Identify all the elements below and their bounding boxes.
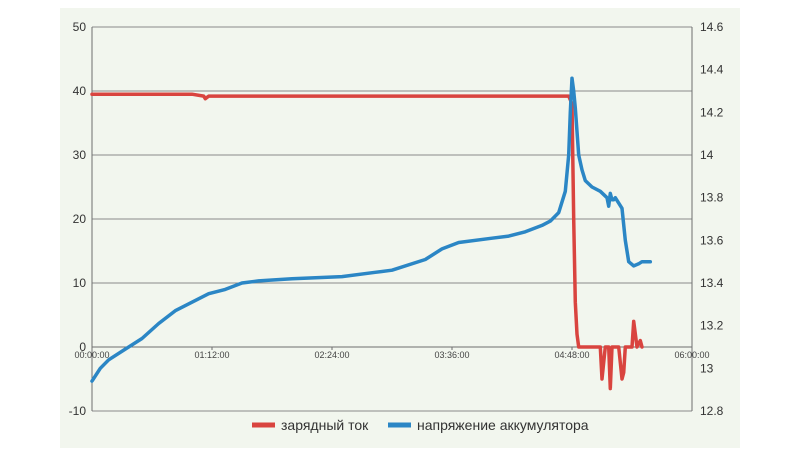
y-right-tick-label: 13.6 <box>700 233 724 247</box>
series-line-current <box>90 92 644 391</box>
series-layer <box>90 76 653 391</box>
y-left-tick-label: 0 <box>79 340 86 354</box>
legend: зарядный ток напряжение аккумулятора <box>252 417 589 433</box>
y-right-tick-label: 12.8 <box>700 404 724 418</box>
legend-label-current: зарядный ток <box>281 417 369 433</box>
x-tick-label: 00:00:00 <box>74 350 109 360</box>
x-tick-label: 02:24:00 <box>314 350 349 360</box>
y-right-tick-label: 14 <box>700 148 714 162</box>
y-right-tick-label: 13.2 <box>700 319 724 333</box>
legend-label-voltage: напряжение аккумулятора <box>417 417 589 433</box>
y-left-tick-label: 20 <box>73 212 87 226</box>
y-right-tick-label: 14.4 <box>700 63 724 77</box>
y-right-ticks: 12.8 13 13.2 13.4 13.6 13.8 14 14.2 14.4 14.6 <box>700 20 724 418</box>
y-right-tick-label: 13 <box>700 361 714 375</box>
y-right-tick-label: 14.2 <box>700 105 724 119</box>
y-left-tick-label: -10 <box>69 404 87 418</box>
x-ticks: 00:00:00 01:12:00 02:24:00 03:36:00 04:48:00… <box>74 347 710 360</box>
y-right-tick-label: 13.8 <box>700 191 724 205</box>
y-right-tick-label: 13.4 <box>700 276 724 290</box>
chart-panel <box>60 8 740 448</box>
x-tick-label: 06:00:00 <box>674 350 709 360</box>
y-left-tick-label: 10 <box>73 276 87 290</box>
y-left-tick-label: 50 <box>73 20 87 34</box>
x-tick-label: 01:12:00 <box>194 350 229 360</box>
y-left-tick-label: 30 <box>73 148 87 162</box>
y-left-tick-label: 40 <box>73 84 87 98</box>
series-line-voltage <box>90 76 653 383</box>
x-tick-label: 03:36:00 <box>434 350 469 360</box>
x-tick-label: 04:48:00 <box>554 350 589 360</box>
y-left-ticks: -10 0 10 20 30 40 50 <box>69 20 87 418</box>
y-right-tick-label: 14.6 <box>700 20 724 34</box>
